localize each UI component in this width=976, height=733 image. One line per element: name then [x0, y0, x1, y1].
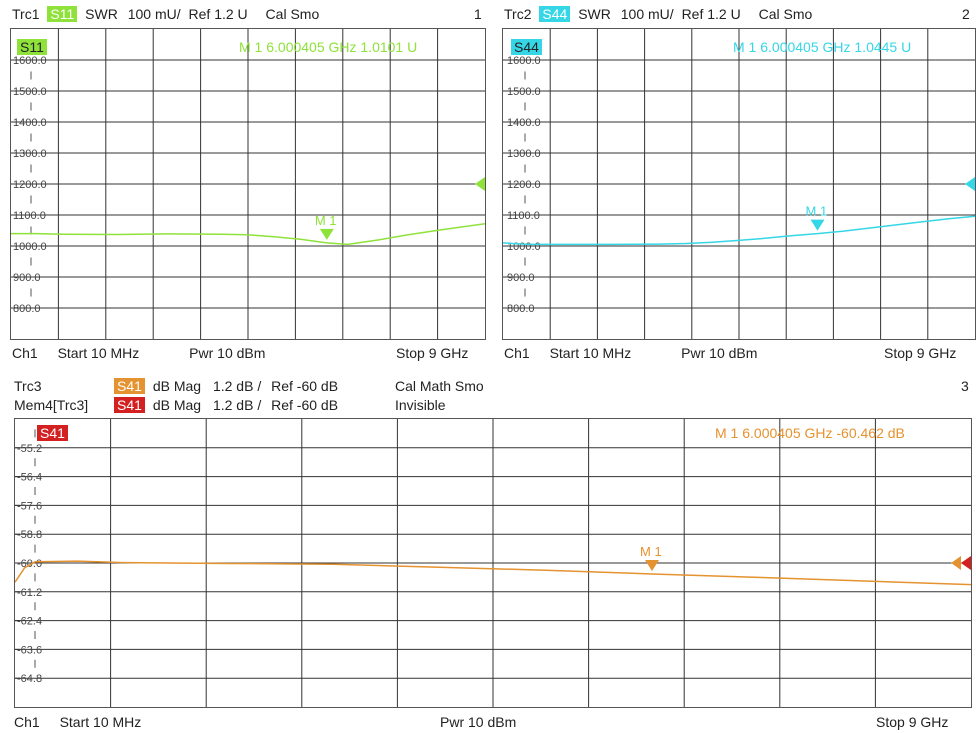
ref-level-arrow: [965, 177, 975, 191]
trace-badge: S41: [37, 425, 68, 441]
start-label[interactable]: Start 10 MHz: [59, 714, 142, 730]
trace-name: Trc2: [504, 6, 532, 22]
mem-ref-label: Ref -60 dB: [271, 397, 339, 413]
y-tick-label: -64.8: [17, 673, 42, 685]
scale-label: 100 mU/: [127, 6, 181, 22]
ref-level-arrow: [475, 177, 485, 191]
y-tick-label: -62.4: [17, 616, 42, 628]
trace-line-s41: [15, 560, 971, 586]
y-tick-label: 1600.0: [13, 55, 47, 67]
channel-footer-right: Ch1 Start 10 MHz Pwr 10 dBm: [504, 345, 757, 361]
ref-label: Ref 1.2 U: [681, 6, 741, 22]
ref-label: Ref -60 dB: [271, 378, 339, 394]
trace-header-trc3[interactable]: S41 dB Mag 1.2 dB / Ref -60 dB: [114, 378, 338, 394]
y-tick-label: 1200.0: [13, 179, 47, 191]
y-tick-label: 800.0: [507, 303, 535, 315]
ref-level-arrow: [951, 556, 961, 570]
marker-triangle: [645, 560, 660, 572]
y-tick-label: -57.6: [17, 500, 42, 512]
cal-label: Cal Math Smo: [395, 378, 484, 394]
chart-svg: 1600.01500.01400.01300.01200.01100.01000…: [503, 29, 975, 339]
format-label: SWR: [85, 6, 118, 22]
trace-line-s44: [503, 215, 975, 246]
marker-readout: M 1 6.000405 GHz 1.0101 U: [239, 39, 418, 55]
trace-header-trc2[interactable]: Trc2 S44 SWR 100 mU/ Ref 1.2 U Cal Smo: [504, 6, 812, 22]
y-tick-label: 1500.0: [13, 86, 47, 98]
channel-label: Ch1: [12, 345, 38, 361]
param-badge[interactable]: S41: [114, 378, 145, 394]
y-tick-label: 1300.0: [13, 148, 47, 160]
channel-label: Ch1: [14, 714, 40, 730]
marker-label: M 1: [640, 544, 662, 559]
trace-line-s11: [11, 222, 485, 246]
diagram-trc1[interactable]: 1600.0 1500.0 1400.0 1300.0 1200.0 1100.0 1000…: [10, 28, 486, 340]
marker-readout: M 1 6.000405 GHz -60.462 dB: [715, 425, 905, 441]
y-tick-label: 1300.0: [507, 148, 541, 160]
marker-readout: M 1 6.000405 GHz 1.0445 U: [733, 39, 912, 55]
y-tick-label: 1400.0: [13, 117, 47, 129]
param-badge[interactable]: S44: [539, 6, 571, 22]
start-label[interactable]: Start 10 MHz: [549, 345, 632, 361]
diagram-index: 2: [962, 6, 970, 22]
y-tick-label: 900.0: [507, 272, 535, 284]
cal-label: Cal Smo: [265, 6, 320, 22]
y-tick-label: 1100.0: [507, 210, 540, 222]
format-label: dB Mag: [152, 378, 202, 394]
stop-label[interactable]: Stop 9 GHz: [876, 714, 949, 730]
param-badge[interactable]: S11: [47, 6, 78, 22]
diagram-trc2[interactable]: 1600.0 1500.0 1400.0 1300.0 1200.0 1100.0 1000…: [502, 28, 976, 340]
y-tick-label: -63.6: [17, 644, 42, 656]
y-tick-label: 900.0: [13, 272, 41, 284]
diagram-index: 3: [961, 378, 969, 394]
marker-label: M 1: [806, 204, 828, 219]
scale-label: 1.2 dB /: [212, 378, 262, 394]
y-tick-label: 1500.0: [507, 86, 541, 98]
y-tick-label: 1000.0: [13, 241, 47, 253]
mem-param-badge[interactable]: S41: [114, 397, 145, 413]
mem-state-label: Invisible: [395, 397, 446, 413]
scale-label: 100 mU/: [620, 6, 674, 22]
trace-name[interactable]: Trc3: [14, 378, 42, 394]
power-label[interactable]: Pwr 10 dBm: [189, 345, 266, 361]
y-tick-label: -60.0: [17, 558, 42, 570]
trace-badge: S11: [17, 39, 47, 55]
y-tick-label: 1400.0: [507, 117, 541, 129]
diagram-index: 1: [474, 6, 482, 22]
y-tick-label: -55.2: [17, 443, 42, 455]
trace-badge: S44: [511, 39, 542, 55]
y-tick-label: -61.2: [17, 587, 42, 599]
y-tick-label: -58.8: [17, 529, 42, 541]
y-tick-label: 1200.0: [507, 179, 541, 191]
power-label[interactable]: Pwr 10 dBm: [681, 345, 758, 361]
chart-svg: -55.2 -56.4 -57.6 -58.8 -60.0 -61.2 -62.4 -63.6…: [15, 419, 971, 707]
stop-label[interactable]: Stop 9 GHz: [396, 345, 469, 361]
marker-label: M 1: [315, 213, 337, 228]
mem-scale-label: 1.2 dB /: [212, 397, 262, 413]
diagram-trc3[interactable]: -55.2 -56.4 -57.6 -58.8 -60.0 -61.2 -62.4 -63.6…: [14, 418, 972, 708]
trace-header-trc1[interactable]: Trc1 S11 SWR 100 mU/ Ref 1.2 U Cal Smo: [12, 6, 319, 22]
chart-svg: 1600.0 1500.0 1400.0 1300.0 1200.0 1100.0 1000…: [11, 29, 485, 339]
stop-label[interactable]: Stop 9 GHz: [884, 345, 957, 361]
mem-ref-arrow: [961, 556, 971, 570]
trace-name: Trc1: [12, 6, 40, 22]
format-label: SWR: [578, 6, 611, 22]
mem-trace-name[interactable]: Mem4[Trc3]: [14, 397, 89, 413]
channel-footer-bottom: Ch1 Start 10 MHz: [14, 714, 141, 730]
mem-trace-header[interactable]: S41 dB Mag 1.2 dB / Ref -60 dB: [114, 397, 338, 413]
marker-triangle: [319, 228, 334, 240]
y-tick-label: -56.4: [17, 472, 42, 484]
power-label[interactable]: Pwr 10 dBm: [440, 714, 517, 730]
cal-label: Cal Smo: [758, 6, 813, 22]
start-label[interactable]: Start 10 MHz: [57, 345, 140, 361]
y-tick-label: 1600.0: [507, 55, 541, 67]
channel-footer-left: Ch1 Start 10 MHz Pwr 10 dBm: [12, 345, 265, 361]
marker-triangle: [810, 219, 825, 231]
channel-label: Ch1: [504, 345, 530, 361]
y-tick-label: 1100.0: [13, 210, 46, 222]
ref-label: Ref 1.2 U: [188, 6, 248, 22]
mem-format-label: dB Mag: [152, 397, 202, 413]
y-tick-label: 800.0: [13, 303, 41, 315]
